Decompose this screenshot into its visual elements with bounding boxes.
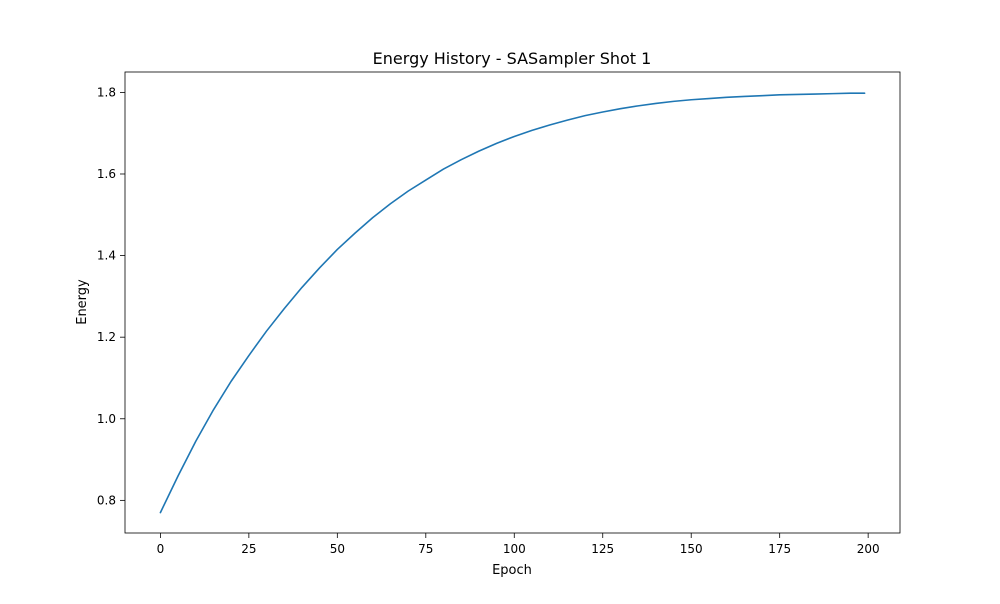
x-tick-label: 200 — [857, 542, 880, 556]
y-tick-label: 1.2 — [97, 330, 116, 344]
x-tick-label: 150 — [680, 542, 703, 556]
x-axis-ticks: 0 25 50 75 100 125 150 175 200 — [157, 533, 880, 556]
x-tick-label: 50 — [330, 542, 345, 556]
chart-title: Energy History - SASampler Shot 1 — [373, 49, 652, 68]
plot-frame — [124, 71, 901, 534]
x-tick-label: 125 — [591, 542, 614, 556]
x-axis-label: Epoch — [492, 563, 532, 578]
x-tick-label: 0 — [157, 542, 165, 556]
x-tick-label: 75 — [418, 542, 433, 556]
x-tick-label: 100 — [503, 542, 526, 556]
y-axis-ticks: 0.8 1.0 1.2 1.4 1.6 1.8 — [97, 85, 125, 507]
x-tick-label: 175 — [768, 542, 791, 556]
x-tick-label: 25 — [241, 542, 256, 556]
y-tick-label: 1.4 — [97, 249, 116, 263]
y-tick-label: 1.0 — [97, 412, 116, 426]
series-line-0 — [159, 92, 866, 514]
y-axis-label: Energy — [75, 279, 90, 325]
y-tick-label: 1.8 — [97, 85, 116, 99]
y-tick-label: 1.6 — [97, 167, 116, 181]
plot-area — [159, 92, 866, 514]
y-tick-label: 0.8 — [97, 493, 116, 507]
